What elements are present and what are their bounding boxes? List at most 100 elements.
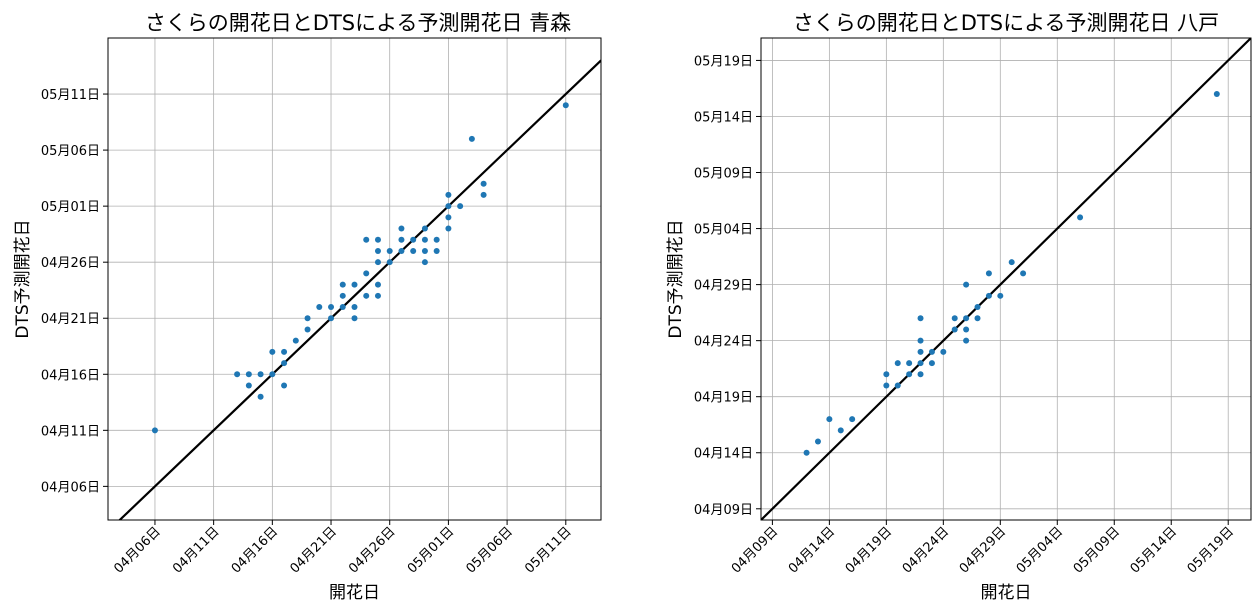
scatter-point	[997, 292, 1004, 299]
scatter-point	[351, 281, 358, 288]
scatter-point	[245, 382, 252, 389]
x-tick-label: 04月16日	[229, 524, 281, 576]
scatter-point	[951, 315, 958, 322]
scatter-point	[985, 292, 992, 299]
x-tick-label: 04月19日	[843, 524, 895, 576]
y-tick-label: 04月11日	[41, 424, 100, 439]
scatter-point	[421, 225, 428, 232]
scatter-point	[339, 292, 346, 299]
scatter-point	[245, 371, 252, 378]
scatter-point	[398, 247, 405, 254]
scatter-point	[963, 315, 970, 322]
scatter-point	[151, 427, 158, 434]
chart-aomori: 04月06日 04月11日 04月16日 04月21日 04月26日 05月01日 05月0…	[13, 11, 602, 603]
scatter-series	[803, 91, 1220, 456]
scatter-point	[374, 236, 381, 243]
scatter-point	[339, 281, 346, 288]
x-tick-label: 05月04日	[1014, 524, 1066, 576]
scatter-point	[374, 247, 381, 254]
y-tick-label: 04月06日	[41, 480, 100, 495]
scatter-point	[374, 292, 381, 299]
scatter-point	[257, 393, 264, 400]
scatter-point	[433, 247, 440, 254]
scatter-point	[480, 180, 487, 187]
scatter-point	[410, 236, 417, 243]
y-axis-label: DTS予測開花日	[666, 219, 686, 338]
scatter-point	[292, 337, 299, 344]
scatter-point	[281, 348, 288, 355]
x-tick-label: 04月21日	[287, 524, 339, 576]
x-tick-label: 04月09日	[729, 524, 781, 576]
scatter-point	[883, 382, 890, 389]
scatter-point	[963, 337, 970, 344]
scatter-point	[826, 416, 833, 423]
scatter-point	[917, 371, 924, 378]
scatter-point	[445, 191, 452, 198]
x-tick-label: 05月09日	[1071, 524, 1123, 576]
plot-frame	[107, 37, 602, 521]
x-tick-label: 04月14日	[786, 524, 838, 576]
chart-title: さくらの開花日とDTSによる予測開花日 八戸	[793, 11, 1219, 35]
y-tick-label: 05月14日	[694, 110, 753, 125]
scatter-point	[234, 371, 241, 378]
scatter-point	[1020, 270, 1027, 277]
x-tick-label: 05月14日	[1128, 524, 1180, 576]
scatter-point	[445, 225, 452, 232]
x-tick-label: 04月06日	[111, 524, 163, 576]
grid	[108, 38, 601, 520]
scatter-point	[963, 281, 970, 288]
scatter-point	[1213, 91, 1220, 98]
y-tick-label: 04月24日	[694, 335, 753, 350]
scatter-point	[281, 382, 288, 389]
scatter-point	[803, 449, 810, 456]
scatter-point	[468, 135, 475, 142]
y-tick-label: 05月06日	[41, 144, 100, 159]
x-tick-label: 05月01日	[405, 524, 457, 576]
scatter-point	[837, 427, 844, 434]
scatter-point	[917, 348, 924, 355]
y-tick-label: 04月19日	[694, 391, 753, 406]
y-tick-label: 05月11日	[41, 88, 100, 103]
y-tick-label: 04月09日	[694, 503, 753, 518]
scatter-point	[963, 326, 970, 333]
scatter-point	[316, 304, 323, 311]
scatter-point	[445, 203, 452, 210]
scatter-point	[917, 360, 924, 367]
y-tick-label: 05月19日	[694, 54, 753, 69]
x-tick-label: 05月19日	[1185, 524, 1237, 576]
scatter-point	[386, 247, 393, 254]
scatter-point	[985, 270, 992, 277]
scatter-point	[398, 236, 405, 243]
x-tick-label: 04月29日	[957, 524, 1009, 576]
scatter-point	[883, 371, 890, 378]
scatter-point	[917, 337, 924, 344]
scatter-point	[269, 348, 276, 355]
scatter-point	[894, 382, 901, 389]
scatter-point	[917, 315, 924, 322]
identity-line	[761, 38, 1251, 520]
scatter-point	[304, 326, 311, 333]
scatter-point	[398, 225, 405, 232]
x-tick-label: 04月26日	[346, 524, 398, 576]
x-tick-label: 05月06日	[464, 524, 516, 576]
scatter-point	[940, 348, 947, 355]
scatter-point	[1008, 259, 1015, 266]
y-tick-label: 05月01日	[41, 200, 100, 215]
scatter-point	[328, 315, 335, 322]
scatter-point	[328, 304, 335, 311]
y-tick-label: 05月04日	[694, 223, 753, 238]
scatter-point	[304, 315, 311, 322]
scatter-point	[928, 348, 935, 355]
y-tick-label: 04月21日	[41, 312, 100, 327]
scatter-point	[363, 270, 370, 277]
scatter-point	[351, 304, 358, 311]
identity-line	[118, 59, 601, 520]
scatter-point	[421, 259, 428, 266]
y-tick-label: 04月14日	[694, 447, 753, 462]
scatter-point	[951, 326, 958, 333]
y-axis-label: DTS予測開花日	[13, 219, 33, 338]
scatter-point	[281, 360, 288, 367]
scatter-point	[374, 259, 381, 266]
scatter-point	[974, 304, 981, 311]
scatter-point	[457, 203, 464, 210]
